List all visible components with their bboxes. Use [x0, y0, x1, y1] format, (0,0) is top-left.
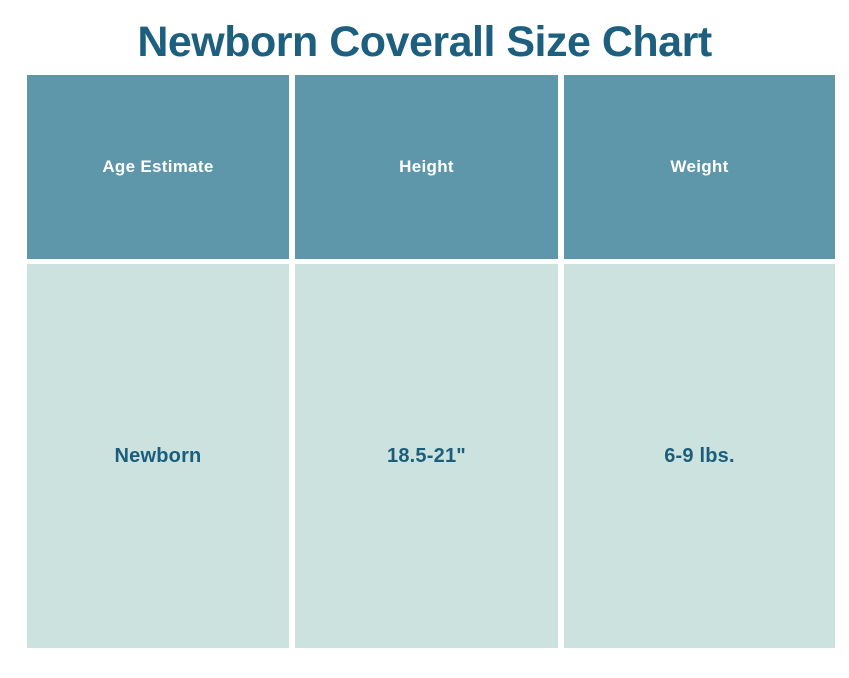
cell-weight-value: 6-9 lbs. — [564, 264, 835, 648]
page-title: Newborn Coverall Size Chart — [137, 18, 712, 66]
cell-age-estimate-value: Newborn — [27, 264, 289, 648]
column-header-weight: Weight — [564, 75, 835, 259]
size-chart-table: Age Estimate Height Weight Newborn 18.5-… — [27, 75, 835, 648]
column-header-height: Height — [295, 75, 558, 259]
cell-height-value: 18.5-21" — [295, 264, 558, 648]
column-header-age-estimate: Age Estimate — [27, 75, 289, 259]
